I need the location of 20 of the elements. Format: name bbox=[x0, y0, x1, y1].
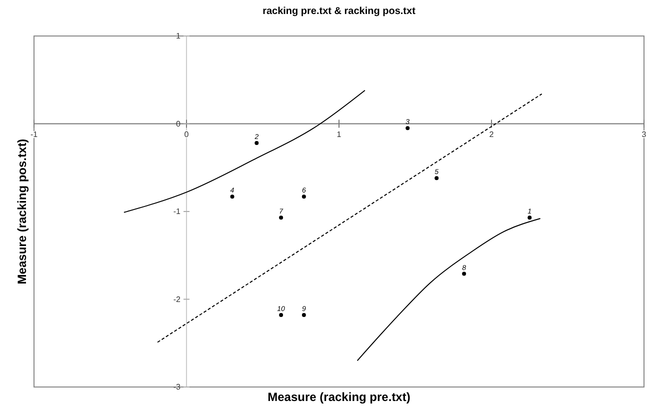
point bbox=[279, 216, 284, 220]
point bbox=[406, 126, 410, 130]
point bbox=[230, 194, 234, 199]
x-tick-label: 1 bbox=[336, 130, 342, 139]
line-series bbox=[356, 218, 541, 362]
x-tick-label: 2 bbox=[489, 130, 494, 139]
point bbox=[462, 272, 466, 276]
x-tick-label: 0 bbox=[184, 130, 190, 139]
y-tick-label: -2 bbox=[173, 294, 182, 304]
chart-title: racking pre.txt & racking pos.txt bbox=[262, 6, 416, 17]
y-tick-label: -1 bbox=[173, 207, 182, 216]
point bbox=[528, 216, 532, 220]
point bbox=[279, 313, 284, 318]
point bbox=[254, 141, 259, 146]
y-axis-title: Measure (racking pos.txt) bbox=[15, 138, 29, 284]
line-series bbox=[123, 90, 366, 213]
point bbox=[302, 194, 306, 199]
x-axis-title: Measure (racking pre.txt) bbox=[268, 390, 410, 404]
point bbox=[434, 176, 439, 180]
point bbox=[302, 313, 306, 318]
